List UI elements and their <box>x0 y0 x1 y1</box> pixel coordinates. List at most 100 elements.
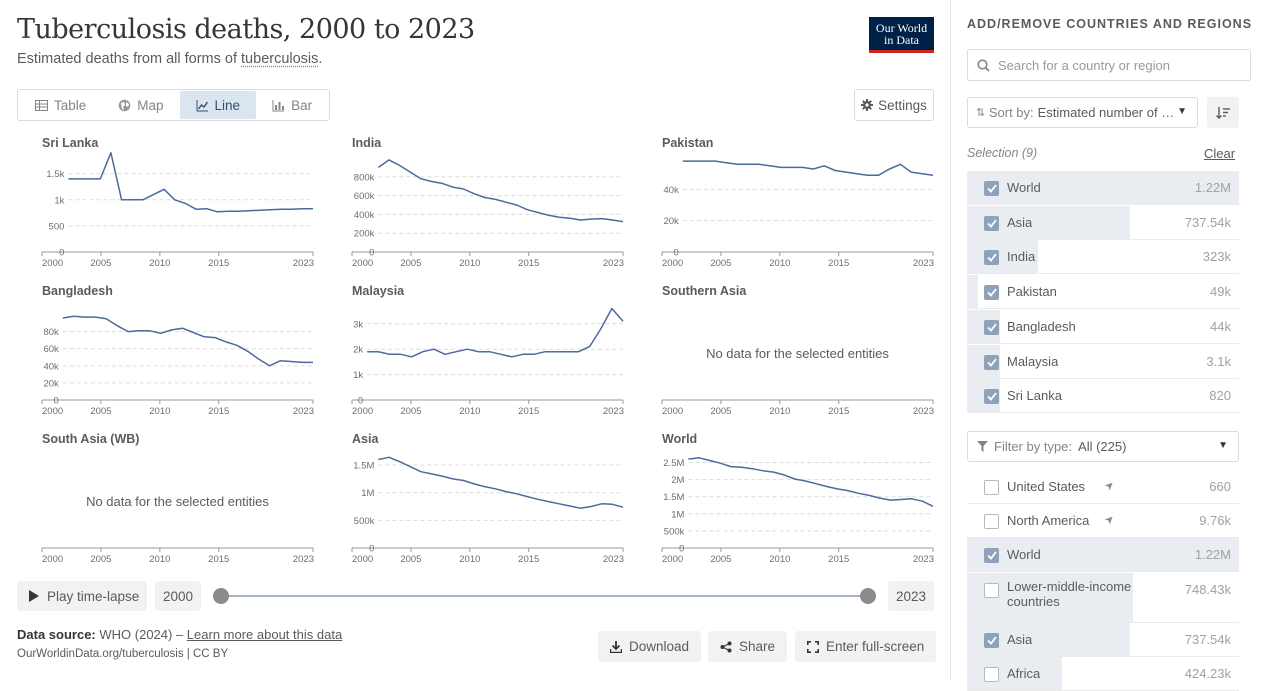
panel-title: Malaysia <box>352 284 405 298</box>
small-multiples-svg: Sri Lanka 2000 2005 2010 2015 2023 0 500 1k 1.5k I… <box>41 136 934 565</box>
entity-value: 323k <box>1202 249 1231 265</box>
tab-table[interactable]: Table <box>19 91 102 119</box>
entity-row[interactable]: Asia 737.54k <box>967 623 1239 657</box>
entity-checkbox[interactable] <box>984 633 999 648</box>
entity-row[interactable]: Africa 424.23k <box>967 657 1239 691</box>
tab-bar[interactable]: Bar <box>256 91 328 119</box>
y-tick-label: 1M <box>671 509 684 520</box>
search-input[interactable]: Search for a country or region <box>967 49 1251 81</box>
y-tick-label: 1.5k <box>46 169 64 180</box>
y-tick-label: 800k <box>354 172 375 183</box>
entity-checkbox[interactable] <box>984 480 999 495</box>
y-tick-label: 0 <box>54 396 59 407</box>
entity-row[interactable]: North America ➤ 9.76k <box>967 504 1239 538</box>
x-tick-label: 2000 <box>352 554 373 565</box>
entity-row[interactable]: World 1.22M <box>967 538 1239 572</box>
y-tick-label: 0 <box>369 248 374 259</box>
entity-name: Lower-middle-income countries <box>1007 579 1132 609</box>
checkmark-icon <box>986 253 997 263</box>
entity-row[interactable]: Lower-middle-income countries 748.43k <box>967 573 1239 623</box>
entity-row[interactable]: Malaysia 3.1k <box>967 344 1239 379</box>
series-line <box>682 160 934 176</box>
x-tick-label: 2000 <box>42 554 63 565</box>
entity-checkbox[interactable] <box>984 250 999 266</box>
value-bar <box>967 275 978 309</box>
entity-row[interactable]: Pakistan 49k <box>967 275 1239 310</box>
clear-button[interactable]: Clear <box>1204 146 1236 161</box>
entity-row[interactable]: India 323k <box>967 240 1239 275</box>
x-tick-label: 2023 <box>913 406 934 417</box>
filter-chevron-down-icon: ▼ <box>1218 440 1228 451</box>
location-arrow-icon: ➤ <box>1102 478 1118 494</box>
y-tick-label: 0 <box>358 396 363 407</box>
x-tick-label: 2023 <box>603 406 624 417</box>
series-line <box>367 307 624 358</box>
entity-checkbox[interactable] <box>984 514 999 529</box>
play-timelapse-button[interactable]: Play time-lapse <box>17 581 147 611</box>
entity-checkbox[interactable] <box>984 181 999 196</box>
entity-checkbox[interactable] <box>984 319 999 335</box>
fullscreen-button[interactable]: Enter full-screen <box>795 631 937 662</box>
filter-icon <box>977 441 988 452</box>
timeline-start-handle[interactable] <box>213 588 229 604</box>
owid-logo[interactable]: Our World in Data <box>869 17 934 53</box>
search-icon <box>977 58 990 72</box>
sidebar-heading: ADD/REMOVE COUNTRIES AND REGIONS <box>967 17 1253 31</box>
entity-name: World <box>1007 547 1041 562</box>
sort-order-button[interactable] <box>1207 97 1239 128</box>
data-source: Data source: WHO (2024) – Learn more abo… <box>17 627 342 642</box>
entity-checkbox[interactable] <box>984 354 999 370</box>
x-tick-label: 2005 <box>710 406 731 417</box>
filter-dropdown[interactable]: Filter by type: All (225) ▼ <box>967 431 1239 462</box>
timeline-track[interactable] <box>221 595 867 597</box>
y-tick-label: 1M <box>361 488 374 499</box>
x-tick-label: 2015 <box>828 258 849 269</box>
x-tick-label: 2000 <box>42 406 63 417</box>
entity-checkbox[interactable] <box>984 389 999 405</box>
page-subtitle: Estimated deaths from all forms of tuber… <box>17 51 322 67</box>
x-tick-label: 2015 <box>828 406 849 417</box>
entity-checkbox[interactable] <box>984 285 999 301</box>
share-button[interactable]: Share <box>708 631 788 662</box>
entity-value: 9.76k <box>1199 513 1231 528</box>
entity-row[interactable]: Bangladesh 44k <box>967 309 1239 344</box>
settings-button[interactable]: Settings <box>854 89 934 121</box>
sort-dropdown[interactable]: ⇅ Sort by: Estimated number of … ▼ <box>967 97 1198 128</box>
entity-checkbox[interactable] <box>984 548 999 563</box>
entity-row[interactable]: United States ➤ 660 <box>967 470 1239 504</box>
tab-map[interactable]: Map <box>102 91 179 119</box>
share-icon <box>720 641 732 652</box>
entity-name: Pakistan <box>1007 284 1057 300</box>
x-tick-label: 2015 <box>208 406 229 417</box>
download-button[interactable]: Download <box>598 631 702 662</box>
search-placeholder: Search for a country or region <box>998 57 1170 73</box>
view-tabs: Table Map Line Bar <box>17 89 331 121</box>
checkmark-icon <box>986 357 997 367</box>
timeline-start-year[interactable]: 2000 <box>155 581 201 611</box>
x-tick-label: 2005 <box>710 258 731 269</box>
entity-row[interactable]: World 1.22M <box>967 171 1239 205</box>
tab-line[interactable]: Line <box>179 91 257 119</box>
timeline-end-handle[interactable] <box>860 588 876 604</box>
timeline-end-year[interactable]: 2023 <box>888 581 934 611</box>
table-icon <box>35 99 48 111</box>
download-label: Download <box>629 639 690 654</box>
x-tick-label: 2015 <box>828 554 849 565</box>
entity-row[interactable]: Asia 737.54k <box>967 205 1239 240</box>
x-tick-label: 2005 <box>90 258 111 269</box>
source-url[interactable]: OurWorldinData.org/tuberculosis | CC BY <box>17 648 229 660</box>
series-line <box>688 457 934 507</box>
panel-title: Southern Asia <box>662 284 747 298</box>
filter-value: All (225) <box>1078 439 1127 454</box>
entity-checkbox[interactable] <box>984 583 999 598</box>
tuberculosis-link[interactable]: tuberculosis <box>241 51 319 67</box>
globe-icon <box>118 99 131 111</box>
checkmark-icon <box>986 392 997 402</box>
checkmark-icon <box>986 184 997 193</box>
entity-row[interactable]: Sri Lanka 820 <box>967 379 1239 414</box>
learn-more-link[interactable]: Learn more about this data <box>186 627 343 642</box>
entity-checkbox[interactable] <box>984 215 999 231</box>
x-tick-label: 2010 <box>459 554 480 565</box>
location-arrow-icon: ➤ <box>1102 512 1118 528</box>
x-tick-label: 2023 <box>913 554 934 565</box>
